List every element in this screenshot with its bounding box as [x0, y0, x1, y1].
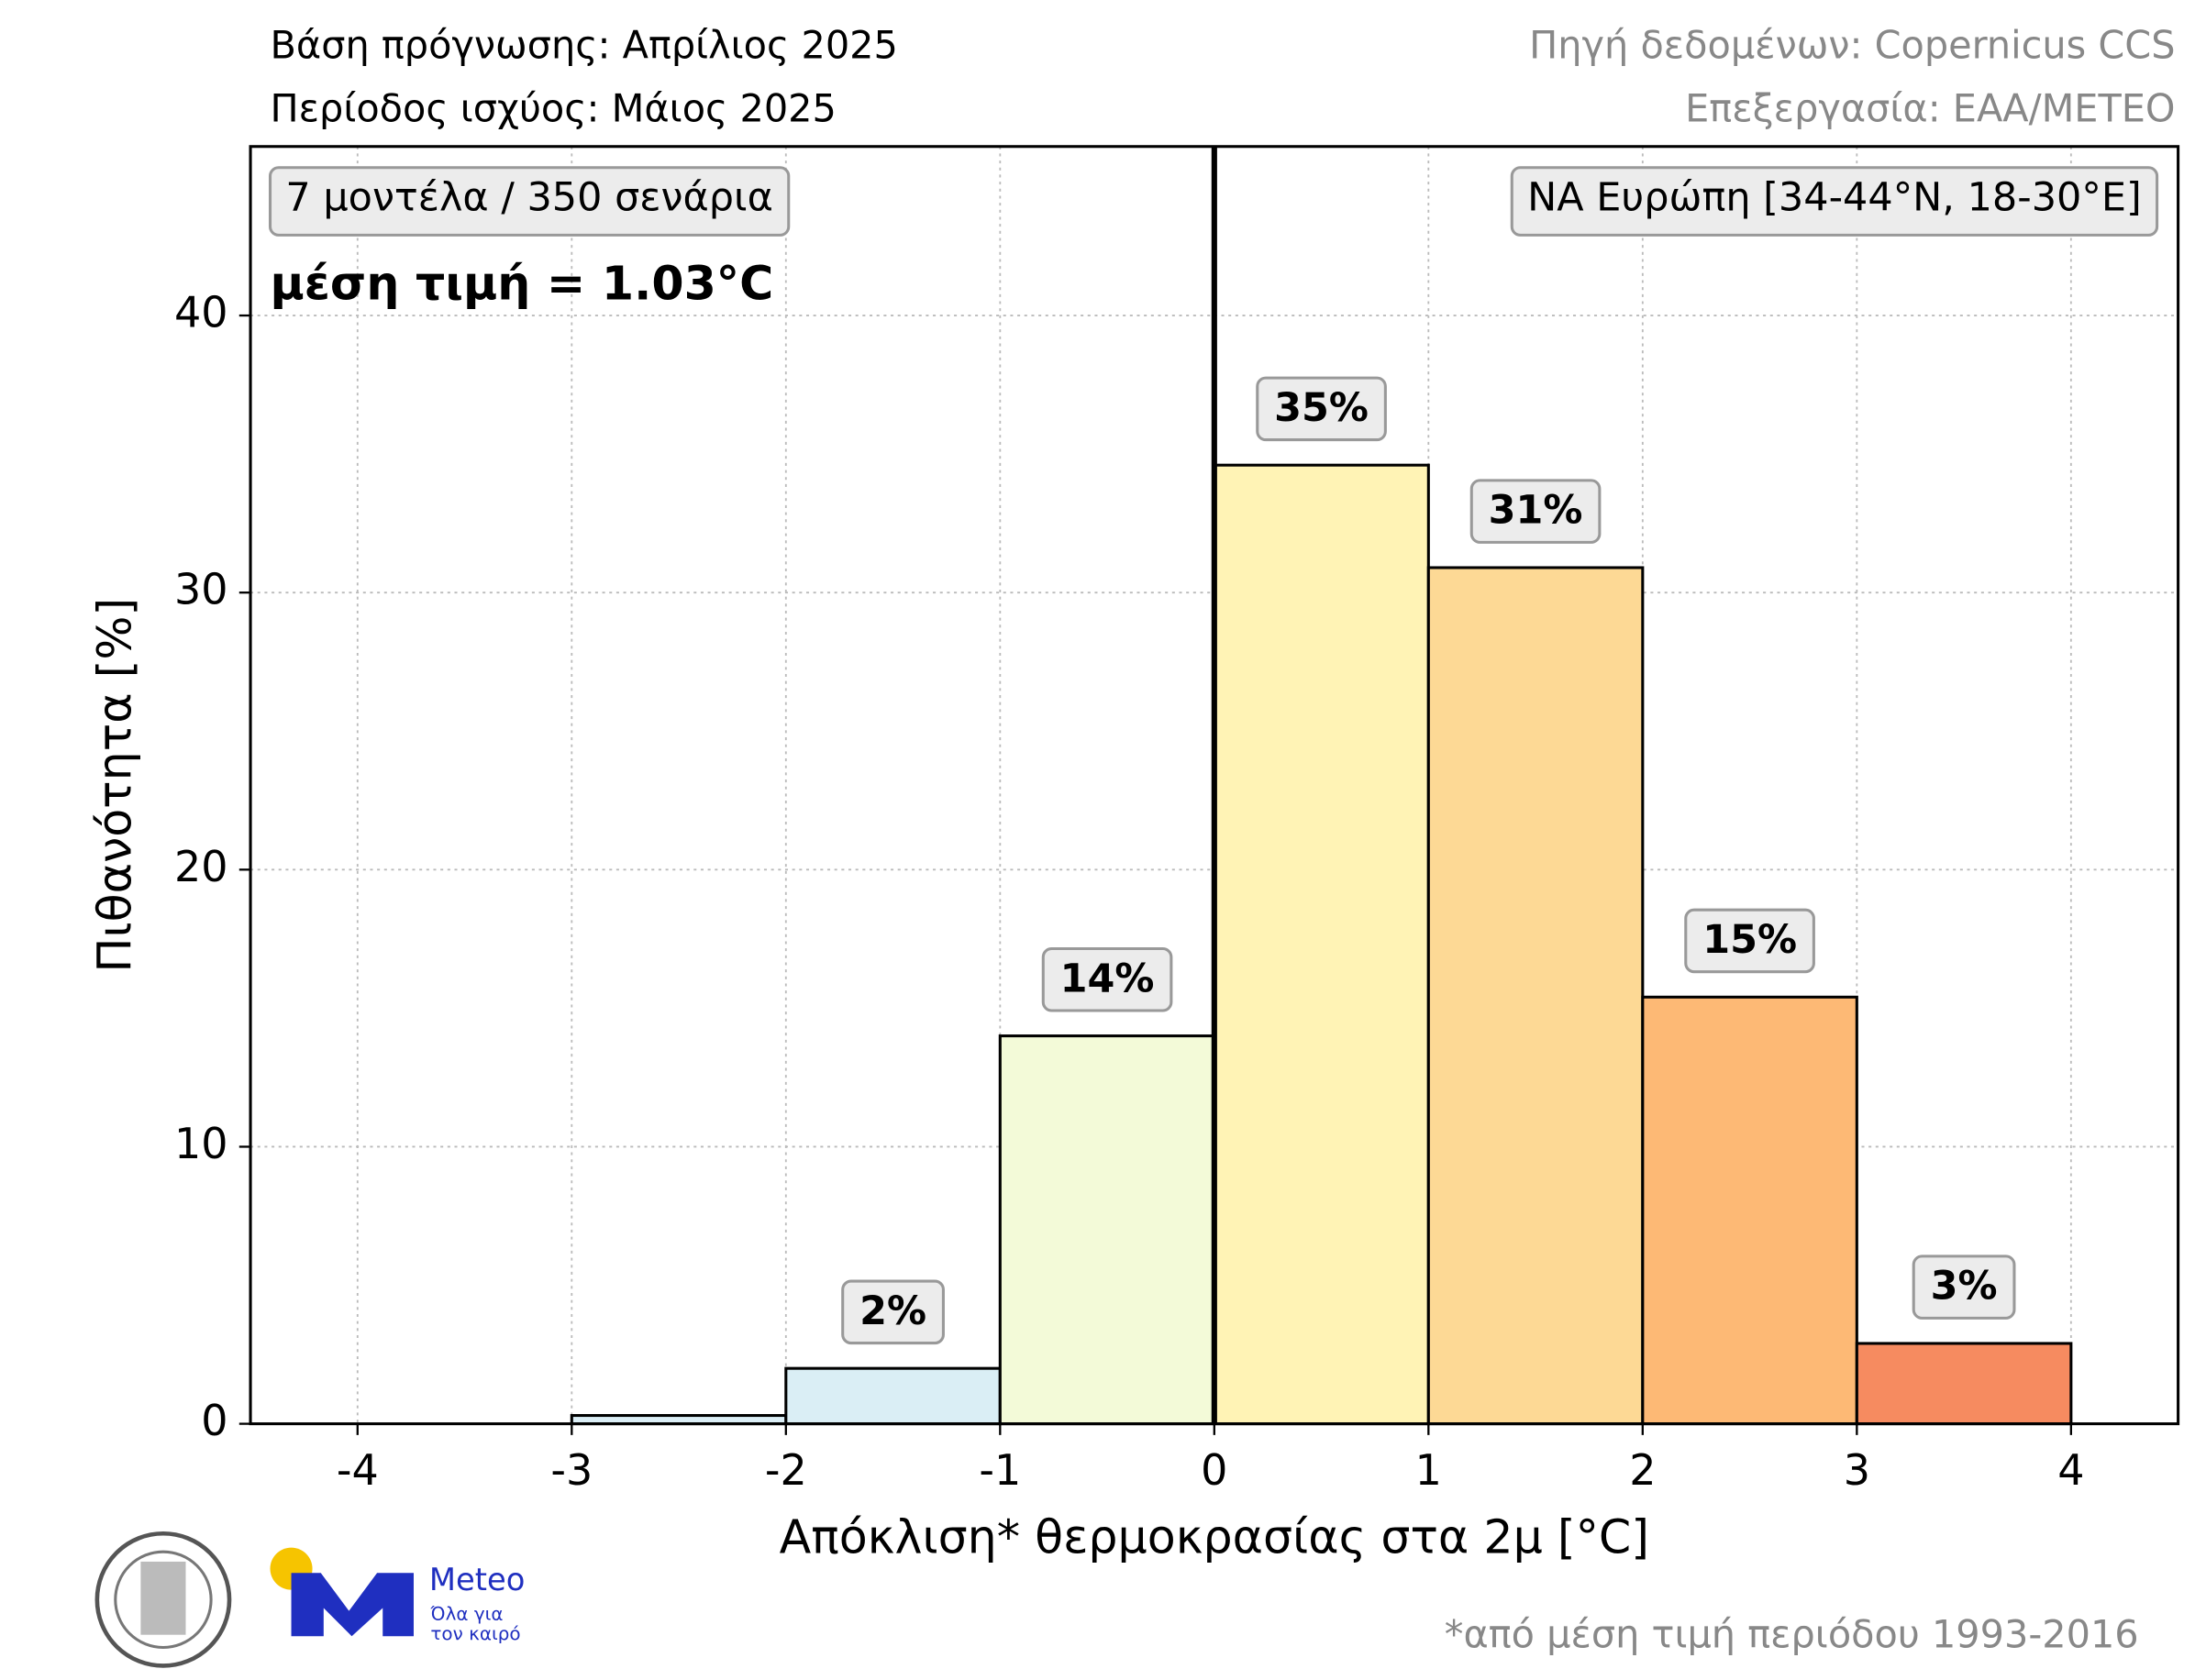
label-box: [1912, 1254, 2016, 1320]
footnote: *από μέση τιμή περιόδου 1993-2016: [1445, 1613, 2139, 1657]
value-label: 2%: [841, 1279, 945, 1345]
x-tick-label: -4: [337, 1445, 379, 1495]
x-tick-label: -3: [550, 1445, 593, 1495]
logo-tagline: τον καιρό: [430, 1622, 520, 1644]
label-box: [841, 1279, 945, 1345]
value-label: 3%: [1912, 1254, 2016, 1320]
label-box: [1469, 479, 1602, 544]
y-tick-label: 20: [174, 842, 228, 891]
value-label-text: 3%: [1931, 1264, 1998, 1310]
x-tick-label: 1: [1415, 1445, 1442, 1495]
observatory-logo: [94, 1531, 232, 1668]
plot-frame: [249, 145, 2180, 1426]
info-box-text: 7 μοντέλα / 350 σενάρια: [285, 175, 772, 221]
logo-name: Meteo: [429, 1562, 525, 1597]
x-tick-label: 4: [2057, 1445, 2084, 1495]
header-line: Βάση πρόγνωσης: Απρίλιος 2025: [271, 23, 898, 67]
value-label-text: 15%: [1702, 917, 1797, 963]
meteo-logo: Meteo Όλα για τον καιρό: [270, 1547, 525, 1644]
value-label: 31%: [1469, 479, 1602, 544]
bar: [784, 1366, 1002, 1426]
bar: [998, 1034, 1216, 1426]
y-tick-label: 0: [201, 1396, 227, 1445]
y-tick-label: 10: [174, 1119, 228, 1168]
label-box: [1256, 376, 1387, 442]
value-label-text: 35%: [1274, 385, 1369, 431]
header-line: Πηγή δεδομένων: Copernicus CCS: [1529, 23, 2175, 67]
x-tick-label: -1: [979, 1445, 1021, 1495]
x-tick-label: -2: [765, 1445, 807, 1495]
value-label: 14%: [1041, 946, 1173, 1012]
bar: [1855, 1342, 2073, 1426]
value-label: 15%: [1684, 908, 1815, 974]
info-box: [1510, 166, 2159, 237]
bar: [1213, 463, 1430, 1426]
value-label: 35%: [1256, 376, 1387, 442]
x-tick-label: 2: [1629, 1445, 1656, 1495]
logo-tagline: Όλα για: [429, 1603, 503, 1625]
bar: [1426, 566, 1645, 1426]
info-box-text: ΝΑ Ευρώπη [34-44°N, 18-30°E]: [1527, 175, 2142, 221]
bar: [1641, 995, 1858, 1426]
header-line: Επεξεργασία: ΕΑΑ/METEO: [1685, 86, 2175, 130]
y-tick-label: 30: [174, 565, 228, 614]
header-line: Περίοδος ισχύος: Μάιος 2025: [271, 86, 837, 130]
value-label-text: 2%: [859, 1288, 926, 1334]
label-box: [1684, 908, 1815, 974]
label-box: [1041, 946, 1173, 1012]
value-label-text: 14%: [1060, 956, 1155, 1001]
value-label-text: 31%: [1489, 488, 1583, 534]
x-tick-label: 3: [1844, 1445, 1870, 1495]
y-axis-label: Πιθανότητα [%]: [87, 598, 141, 973]
y-tick-label: 40: [174, 288, 228, 337]
mean-text: μέση τιμή = 1.03°C: [271, 257, 774, 311]
x-axis-label: Απόκλιση* θερμοκρασίας στα 2μ [°C]: [780, 1509, 1649, 1564]
info-box: [268, 166, 791, 237]
x-tick-label: 0: [1201, 1445, 1227, 1495]
